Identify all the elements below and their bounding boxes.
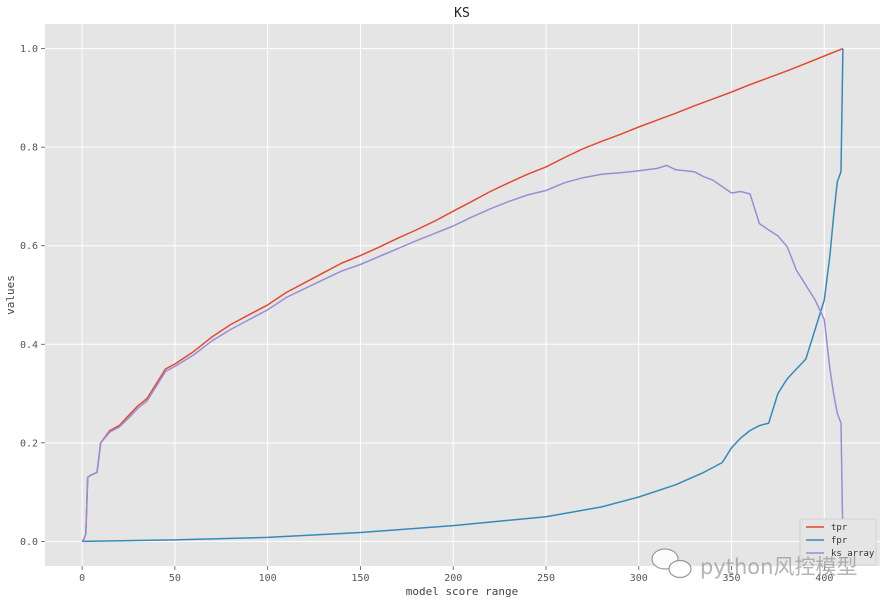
y-tick-label: 0.6 — [20, 241, 38, 252]
y-tick-label: 0.2 — [20, 438, 38, 449]
y-tick-label: 0.8 — [20, 143, 38, 154]
watermark-text: python风控模型 — [700, 555, 857, 579]
legend: tpr fpr ks_array — [799, 518, 877, 566]
series-line-ks-array — [81, 164, 844, 542]
y-tick-label: 1.0 — [20, 44, 38, 55]
grid-lines — [45, 24, 880, 566]
y-axis-label: values — [4, 275, 17, 315]
chart-title: KS — [454, 6, 470, 21]
x-tick-label: 300 — [630, 573, 648, 584]
series-line-tpr — [81, 47, 844, 542]
wechat-icon — [651, 548, 692, 579]
y-tick-label: 0.0 — [20, 537, 38, 548]
legend-label-tpr: tpr — [831, 523, 848, 533]
legend-label-fpr: fpr — [831, 536, 848, 546]
x-axis-ticks: 0 50 100 150 200 250 300 350 400 — [79, 566, 833, 584]
x-tick-label: 100 — [259, 573, 277, 584]
x-tick-label: 400 — [815, 573, 833, 584]
legend-label-ks-array: ks_array — [831, 549, 875, 559]
series-lines — [81, 47, 844, 543]
x-tick-label: 200 — [444, 573, 462, 584]
y-axis-ticks: 0.0 0.2 0.4 0.6 0.8 1.0 — [20, 44, 45, 548]
x-axis-label: model score range — [406, 585, 519, 598]
series-line-fpr — [82, 48, 844, 543]
x-tick-label: 50 — [169, 573, 181, 584]
y-tick-label: 0.4 — [20, 340, 38, 351]
x-tick-label: 350 — [723, 573, 741, 584]
x-tick-label: 150 — [351, 573, 369, 584]
watermark: python风控模型 — [651, 548, 857, 579]
x-tick-label: 0 — [79, 573, 85, 584]
plot-area — [45, 24, 880, 566]
x-tick-label: 250 — [537, 573, 555, 584]
